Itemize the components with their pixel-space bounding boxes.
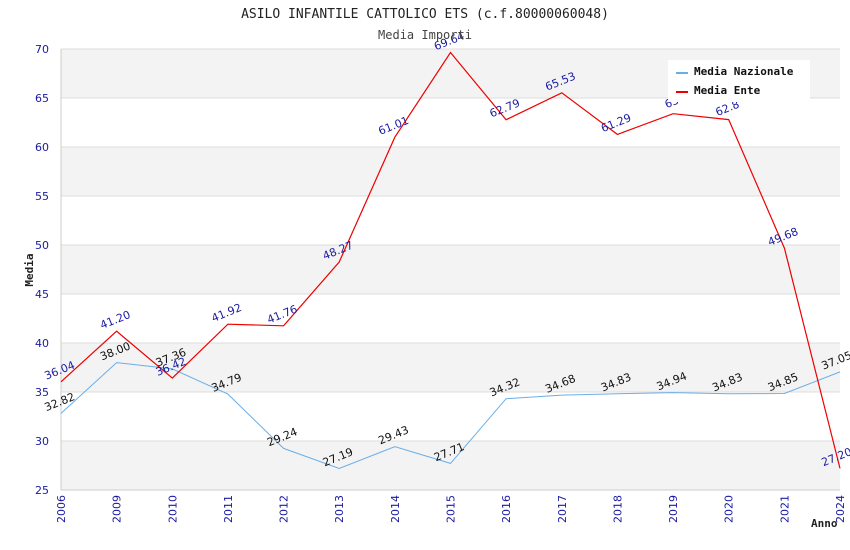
series-line — [60, 51, 841, 469]
x-tick-label: 2006 — [55, 495, 68, 523]
x-tick-label: 2020 — [723, 495, 736, 523]
x-tick-label: 2015 — [445, 495, 458, 523]
chart-subtitle: Media Importi — [378, 28, 472, 42]
y-tick-label: 50 — [35, 239, 49, 252]
x-tick-label: 2018 — [611, 495, 624, 523]
x-tick-label: 2013 — [333, 495, 346, 523]
y-tick-label: 30 — [35, 435, 49, 448]
plot-band — [61, 196, 840, 245]
y-tick-label: 35 — [35, 386, 49, 399]
x-tick-label: 2016 — [500, 495, 513, 523]
legend-label-media-nazionale: Media Nazionale — [694, 65, 794, 78]
chart-title: ASILO INFANTILE CATTOLICO ETS (c.f.80000… — [241, 7, 609, 22]
y-tick-label: 25 — [35, 484, 49, 497]
gridlines — [61, 48, 840, 491]
y-tick-label: 55 — [35, 190, 49, 203]
y-tick-label: 45 — [35, 288, 49, 301]
x-tick-labels: 2006 2009 2010 2011 2012 2013 2014 2015 2016 2017… — [55, 495, 847, 523]
x-tick-label: 2019 — [667, 495, 680, 523]
plot-band — [61, 392, 840, 441]
plot-background — [61, 49, 840, 490]
plot-band — [61, 147, 840, 196]
x-tick-label: 2021 — [778, 495, 791, 523]
plot-band — [61, 98, 840, 147]
series-line — [60, 362, 841, 470]
x-tick-label: 2024 — [834, 495, 847, 523]
x-tick-label: 2014 — [389, 495, 402, 523]
plot-band — [61, 294, 840, 343]
x-tick-label: 2009 — [111, 495, 124, 523]
plot-band — [61, 441, 840, 490]
plot-band — [61, 343, 840, 392]
legend-label-media-ente: Media Ente — [694, 84, 761, 97]
x-tick-label: 2010 — [166, 495, 179, 523]
legend: Media Nazionale Media Ente — [668, 60, 810, 102]
y-tick-label: 60 — [35, 141, 49, 154]
plot-band — [61, 245, 840, 294]
y-tick-label: 40 — [35, 337, 49, 350]
y-tick-labels: 25 30 35 40 45 50 55 60 65 70 — [35, 43, 49, 497]
y-tick-label: 70 — [35, 43, 49, 56]
y-axis-label: Media — [23, 253, 36, 286]
x-tick-label: 2012 — [278, 495, 291, 523]
legend-background — [668, 60, 810, 102]
y-tick-label: 65 — [35, 92, 49, 105]
x-tick-label: 2011 — [222, 495, 235, 523]
series-lines — [60, 51, 841, 470]
x-tick-label: 2017 — [556, 495, 569, 523]
x-axis-label: Anno — [811, 517, 838, 530]
